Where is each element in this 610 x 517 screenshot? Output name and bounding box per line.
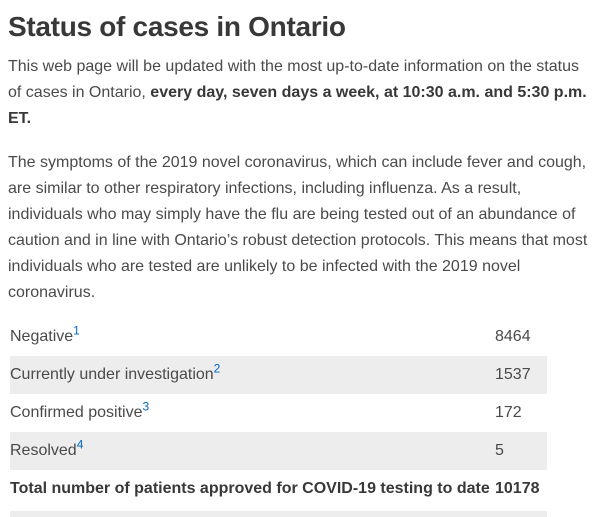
row-label: Negative — [10, 328, 74, 345]
row-value: 8464 — [495, 328, 531, 345]
intro-text: This web page will be updated with the m… — [8, 58, 579, 101]
row-value: 1537 — [495, 366, 531, 383]
case-status-table: Negative1 8464 Currently under investiga… — [10, 318, 547, 508]
row-label: Resolved — [10, 442, 77, 459]
symptoms-paragraph: The symptoms of the 2019 novel coronavir… — [8, 154, 588, 301]
intro-paragraph: This web page will be updated with the m… — [8, 54, 595, 132]
row-value: 172 — [495, 404, 522, 421]
footnote-link-4[interactable]: 4 — [76, 437, 84, 452]
row-label-cell: Resolved4 — [10, 432, 495, 470]
row-resolved: Resolved4 5 — [10, 432, 547, 470]
next-row-divider — [10, 511, 547, 517]
row-total: Total number of patients approved for CO… — [10, 470, 547, 508]
total-label: Total number of patients approved for CO… — [10, 480, 490, 497]
row-under-investigation: Currently under investigation2 1537 — [10, 356, 547, 394]
total-value: 10178 — [495, 480, 540, 497]
intro-update-schedule-bold: every day, seven days a week, at 10:30 a… — [8, 84, 587, 127]
footnote-link-3[interactable]: 3 — [142, 399, 150, 414]
footnote-link-2[interactable]: 2 — [213, 361, 221, 376]
row-label-cell: Currently under investigation2 — [10, 356, 495, 394]
row-value: 5 — [495, 442, 504, 459]
row-negative: Negative1 8464 — [10, 318, 547, 356]
page-title: Status of cases in Ontario — [8, 11, 346, 42]
row-label: Confirmed positive — [10, 404, 143, 421]
row-label: Currently under investigation — [10, 366, 214, 383]
footnote-link-1[interactable]: 1 — [73, 323, 80, 338]
row-label-cell: Negative1 — [10, 318, 495, 356]
row-confirmed-positive: Confirmed positive3 172 — [10, 394, 547, 432]
row-label-cell: Confirmed positive3 — [10, 394, 495, 432]
